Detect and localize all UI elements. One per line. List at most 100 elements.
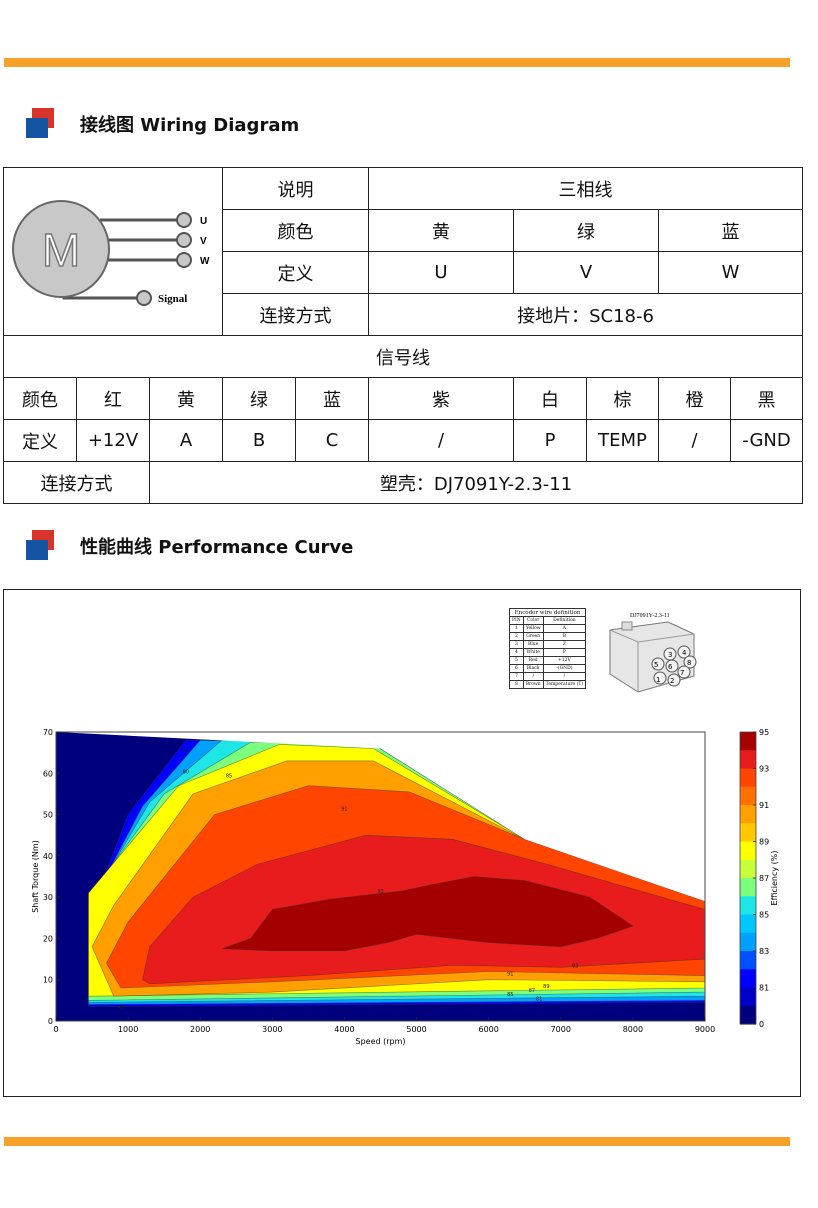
encoder-cell: -(GND) [542,664,587,673]
signal-color-8: 橙 [658,377,732,420]
contour-label: 85 [507,992,513,998]
x-tick-label: 6000 [478,1025,498,1034]
signal-color-3: 绿 [222,377,297,420]
contour-label: 85 [226,773,232,779]
shell-connector: 塑壳：DJ7091Y-2.3-11 [148,461,804,504]
connector-pin: 3 [668,651,672,659]
x-tick-label: 0 [53,1025,58,1034]
y-tick-label: 40 [43,852,53,861]
signal-def-4: C [295,419,370,462]
header-blue-square [26,540,48,560]
colorbar-tick-label: 91 [759,801,769,810]
connector-pin: 1 [656,676,660,684]
signal-header: 信号线 [2,335,804,378]
x-tick-label: 8000 [623,1025,643,1034]
motor-diagram-cell: M U V W Signal [2,167,224,336]
encoder-cell: 6 [509,664,524,673]
y-axis-label: Shaft Torque (Nm) [31,840,40,913]
motor-wiring-diagram: M U V W Signal [12,200,210,306]
plot-border [55,731,706,1022]
contour-label: 89 [543,984,549,990]
colorbar-tick-label: 83 [759,947,769,956]
colorbar-swatch [740,951,756,970]
encoder-cell: B [542,632,587,641]
signal-def-9: -GND [730,419,804,462]
signal-def-label: 定义 [3,419,77,462]
x-axis-label: Speed (rpm) [355,1037,405,1046]
connector-pin: 5 [654,661,658,669]
signal-def-2: A [148,419,224,462]
colorbar-swatch [740,805,756,824]
encoder-cell: Z [542,640,587,649]
phase-color-1: 黄 [368,209,515,252]
colorbar-swatch [740,859,756,879]
connector-pin: 6 [668,663,673,671]
motor-letter: M [42,224,80,276]
signal-color-2: 黄 [148,377,224,420]
encoder-cell: P [542,648,587,657]
encoder-cell: A [542,624,587,633]
y-tick-label: 60 [43,769,53,778]
encoder-cell: / [542,672,587,681]
y-tick-label: 30 [43,893,53,902]
colorbar-swatch [740,914,756,934]
connector-pin: 8 [687,659,691,667]
colorbar-swatch [740,878,756,897]
y-tick-label: 20 [43,934,53,943]
wire-label-v: V [200,236,207,247]
signal-color-7: 棕 [586,377,660,420]
colorbar-tick-label: 81 [759,984,769,993]
phase-color-label: 颜色 [222,209,370,252]
connector-pin: 2 [670,677,674,685]
signal-color-4: 蓝 [295,377,370,420]
signal-def-1: +12V [76,419,150,462]
wire-label-u: U [200,216,207,227]
y-tick-label: 10 [43,976,53,985]
signal-def-8: / [658,419,732,462]
colorbar-swatch [740,823,756,843]
encoder-cell: Blue [522,640,544,649]
colorbar-swatch [740,1005,756,1025]
encoder-table-title: Encoder wire definition [508,608,587,617]
colorbar-swatch [740,932,756,952]
contour-label: 81 [536,996,542,1002]
x-tick-label: 9000 [695,1025,715,1034]
efficiency-band [221,876,634,952]
wiring-title: 接线图 Wiring Diagram [80,115,300,136]
signal-def-7: TEMP [586,419,660,462]
x-tick-label: 3000 [262,1025,282,1034]
contour-label: 93 [377,889,383,895]
colorbar-swatch [740,969,756,989]
colorbar-swatch [740,768,756,788]
encoder-cell: 4 [509,648,524,657]
encoder-wire-table: Encoder wire definition PIN Color Defini… [508,608,587,689]
outside-envelope-mask [56,732,705,902]
colorbar-tick-label: 93 [759,765,769,774]
signal-color-1: 红 [76,377,150,420]
phase-color-3: 蓝 [658,209,804,252]
wire-label-w: W [200,256,210,267]
desc-label: 说明 [222,167,370,210]
signal-color-9: 黑 [730,377,804,420]
signal-def-6: P [513,419,588,462]
phase-def-label: 定义 [222,251,370,294]
performance-title: 性能曲线 Performance Curve [80,537,354,558]
header-blue-square [26,118,48,138]
colorbar-tick-label: 89 [759,838,769,847]
y-tick-label: 0 [48,1017,53,1026]
phase-conn-label: 连接方式 [222,293,370,336]
colorbar-swatch [740,896,756,916]
encoder-cell: 3 [509,640,524,649]
contour-label: 45 [118,1005,124,1011]
encoder-header: PIN [509,616,524,625]
colorbar-tick-label: 95 [759,728,769,737]
encoder-cell: Temperature (T) [542,680,587,689]
contour-label: 65 [183,749,189,755]
x-tick-label: 4000 [334,1025,354,1034]
encoder-cell: Red [522,656,544,665]
colorbar-swatch [740,786,756,806]
colorbar-swatch [740,987,756,1007]
connector-pin: 7 [680,669,684,677]
encoder-header: Color [522,616,544,625]
